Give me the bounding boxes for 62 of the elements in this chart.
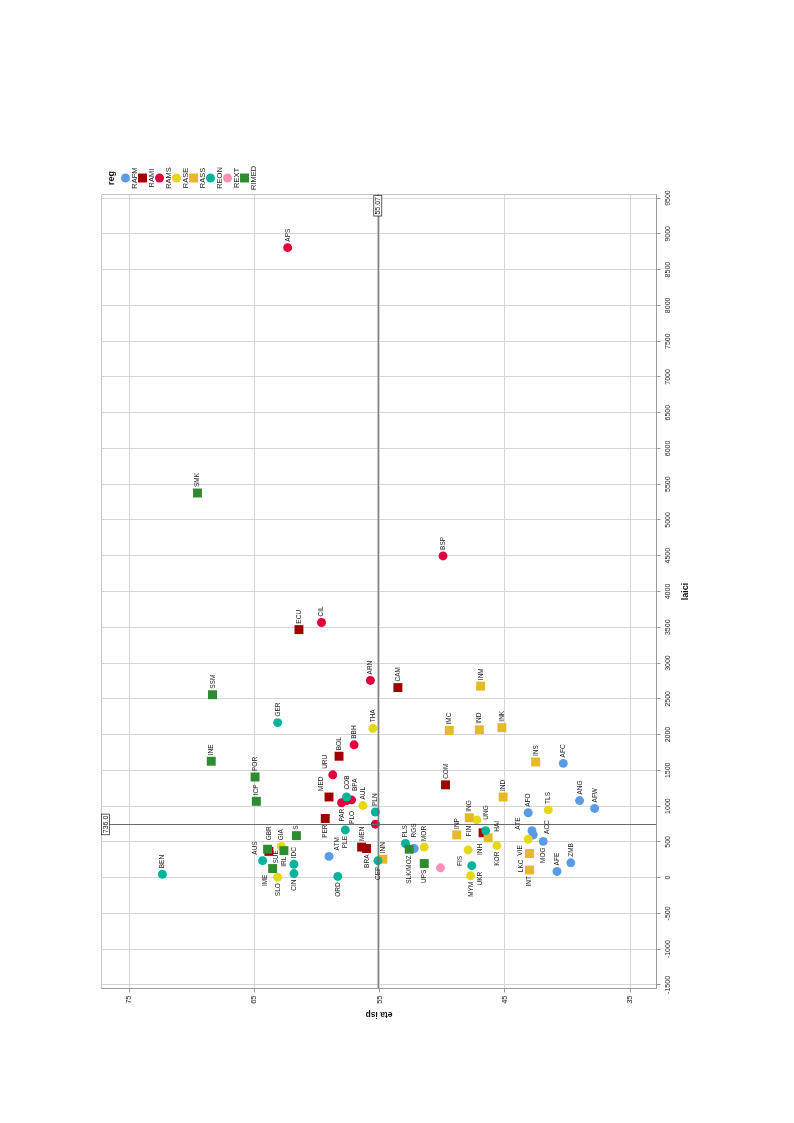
point (324, 851, 334, 861)
point (575, 796, 585, 806)
point (476, 681, 486, 691)
point (523, 808, 533, 818)
point (289, 869, 299, 879)
point (524, 865, 534, 875)
point (157, 869, 167, 879)
point (441, 780, 450, 790)
point (320, 814, 330, 823)
point (273, 718, 283, 728)
point (349, 740, 359, 750)
point (328, 770, 338, 780)
point (497, 723, 507, 733)
point (279, 846, 289, 856)
point (317, 618, 326, 627)
point (438, 551, 448, 561)
point (283, 243, 293, 253)
point (552, 866, 562, 876)
point (467, 861, 477, 871)
point (342, 792, 352, 802)
point (368, 723, 378, 733)
point (208, 690, 217, 700)
point (474, 725, 484, 735)
point (464, 813, 474, 823)
point (404, 844, 414, 854)
point (558, 758, 568, 768)
point (251, 796, 261, 806)
point (294, 625, 304, 635)
point (358, 801, 368, 811)
point (523, 834, 533, 844)
point (566, 858, 576, 868)
point (193, 488, 202, 498)
point (498, 792, 508, 802)
point (258, 856, 268, 866)
point (334, 751, 344, 761)
point (340, 825, 350, 835)
point (268, 864, 278, 874)
point (538, 836, 548, 846)
point (531, 757, 541, 767)
x-axis-title: eta isp (365, 1009, 393, 1020)
point (444, 726, 454, 735)
point (466, 871, 476, 881)
point (543, 805, 553, 815)
point (524, 849, 534, 858)
legend-title: reg (106, 170, 116, 186)
point (590, 803, 600, 813)
point (452, 830, 462, 840)
point (419, 859, 429, 869)
point (357, 842, 367, 852)
point (365, 675, 375, 685)
point (393, 683, 403, 693)
point (492, 841, 502, 851)
point (436, 863, 445, 873)
point (333, 871, 343, 881)
point (273, 872, 283, 882)
point (463, 845, 473, 855)
y-axis-title: laici (679, 582, 690, 601)
point (206, 756, 216, 766)
point (419, 842, 429, 852)
point (250, 772, 260, 782)
point (289, 859, 299, 869)
point (291, 831, 301, 841)
